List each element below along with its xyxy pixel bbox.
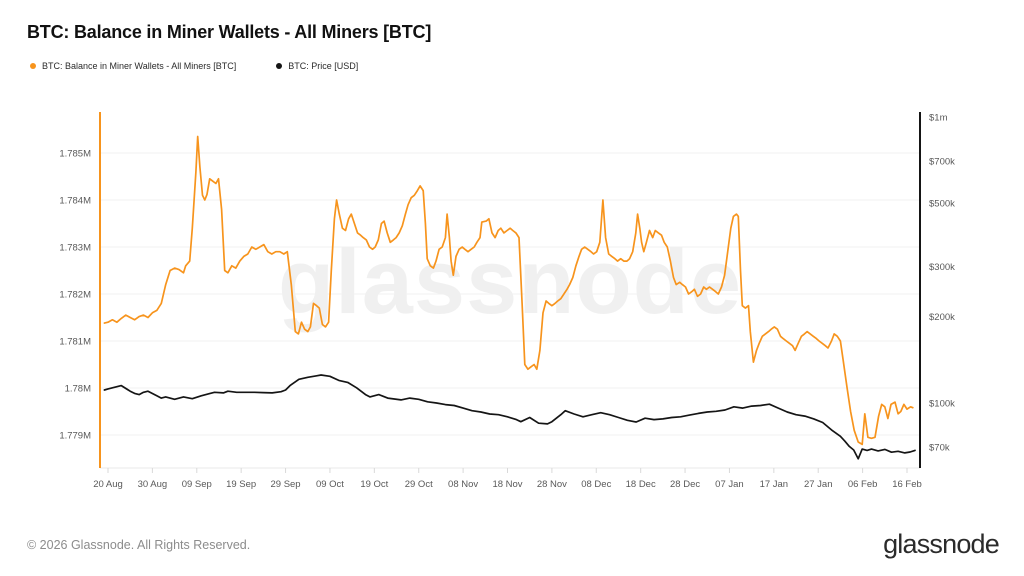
- page-title: BTC: Balance in Miner Wallets - All Mine…: [27, 22, 432, 42]
- left-axis-label: 1.78M: [65, 383, 91, 394]
- legend-item-miner-balance[interactable]: BTC: Balance in Miner Wallets - All Mine…: [30, 61, 236, 71]
- right-axis-label: $500k: [929, 198, 955, 209]
- legend-label: BTC: Price [USD]: [288, 61, 359, 71]
- x-axis-label: 27 Jan: [804, 479, 833, 490]
- legend-dot-orange-icon: [30, 63, 36, 69]
- miner-balance-line: [103, 135, 914, 446]
- right-axis-label: $300k: [929, 262, 955, 273]
- right-axis-label: $200k: [929, 312, 955, 323]
- left-axis-label: 1.785M: [59, 148, 91, 159]
- x-axis-label: 30 Aug: [138, 479, 168, 490]
- right-axis-label: $1m: [929, 112, 948, 123]
- legend-item-price[interactable]: BTC: Price [USD]: [276, 61, 358, 71]
- left-axis-label: 1.784M: [59, 195, 91, 206]
- x-axis-label: 28 Dec: [670, 479, 700, 490]
- glassnode-watermark: glassnode: [278, 231, 742, 333]
- x-axis-label: 29 Sep: [270, 479, 300, 490]
- x-axis-label: 18 Nov: [492, 479, 522, 490]
- right-axis-label: $70k: [929, 443, 950, 454]
- x-axis-label: 20 Aug: [93, 479, 123, 490]
- legend-label: BTC: Balance in Miner Wallets - All Mine…: [42, 61, 237, 71]
- left-axis-label: 1.781M: [59, 336, 91, 347]
- x-axis-label: 07 Jan: [715, 479, 744, 490]
- x-axis-label: 08 Nov: [448, 479, 478, 490]
- glassnode-logo: glassnode: [883, 529, 1000, 559]
- x-axis-label: 17 Jan: [760, 479, 789, 490]
- copyright-text: © 2026 Glassnode. All Rights Reserved.: [27, 538, 251, 552]
- x-axis-label: 16 Feb: [892, 479, 922, 490]
- legend-dot-black-icon: [276, 63, 283, 69]
- chart-legend: BTC: Balance in Miner Wallets - All Mine…: [30, 61, 358, 71]
- left-axis-label: 1.782M: [59, 289, 91, 300]
- right-axis-label: $100k: [929, 398, 955, 409]
- x-axis-label: 28 Nov: [537, 479, 567, 490]
- x-axis-label: 18 Dec: [626, 479, 656, 490]
- left-axis-label: 1.779M: [59, 430, 91, 441]
- x-axis-label: 19 Sep: [226, 479, 256, 490]
- left-axis-label: 1.783M: [59, 242, 91, 253]
- x-axis-label: 19 Oct: [360, 479, 388, 490]
- btc-price-line: [103, 374, 916, 460]
- x-axis-label: 08 Dec: [581, 479, 611, 490]
- miner-balance-chart-plot[interactable]: glassnode 20 Aug 30 Aug 09 Sep 19 Sep 29 Sep 0…: [0, 0, 1024, 520]
- right-axis-label: $700k: [929, 157, 955, 168]
- x-axis-label: 09 Sep: [182, 479, 212, 490]
- x-axis-label: 06 Feb: [848, 479, 878, 490]
- x-axis-label: 09 Oct: [316, 479, 344, 490]
- x-axis-label: 29 Oct: [405, 479, 433, 490]
